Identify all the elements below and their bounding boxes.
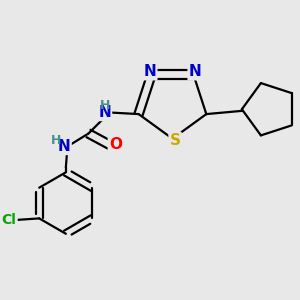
Text: N: N — [144, 64, 156, 79]
Text: N: N — [98, 105, 111, 120]
Text: H: H — [51, 134, 61, 147]
Text: N: N — [58, 139, 70, 154]
Text: S: S — [169, 133, 181, 148]
Text: Cl: Cl — [2, 213, 16, 227]
Text: N: N — [189, 64, 201, 79]
Text: H: H — [100, 99, 110, 112]
Text: O: O — [109, 137, 122, 152]
